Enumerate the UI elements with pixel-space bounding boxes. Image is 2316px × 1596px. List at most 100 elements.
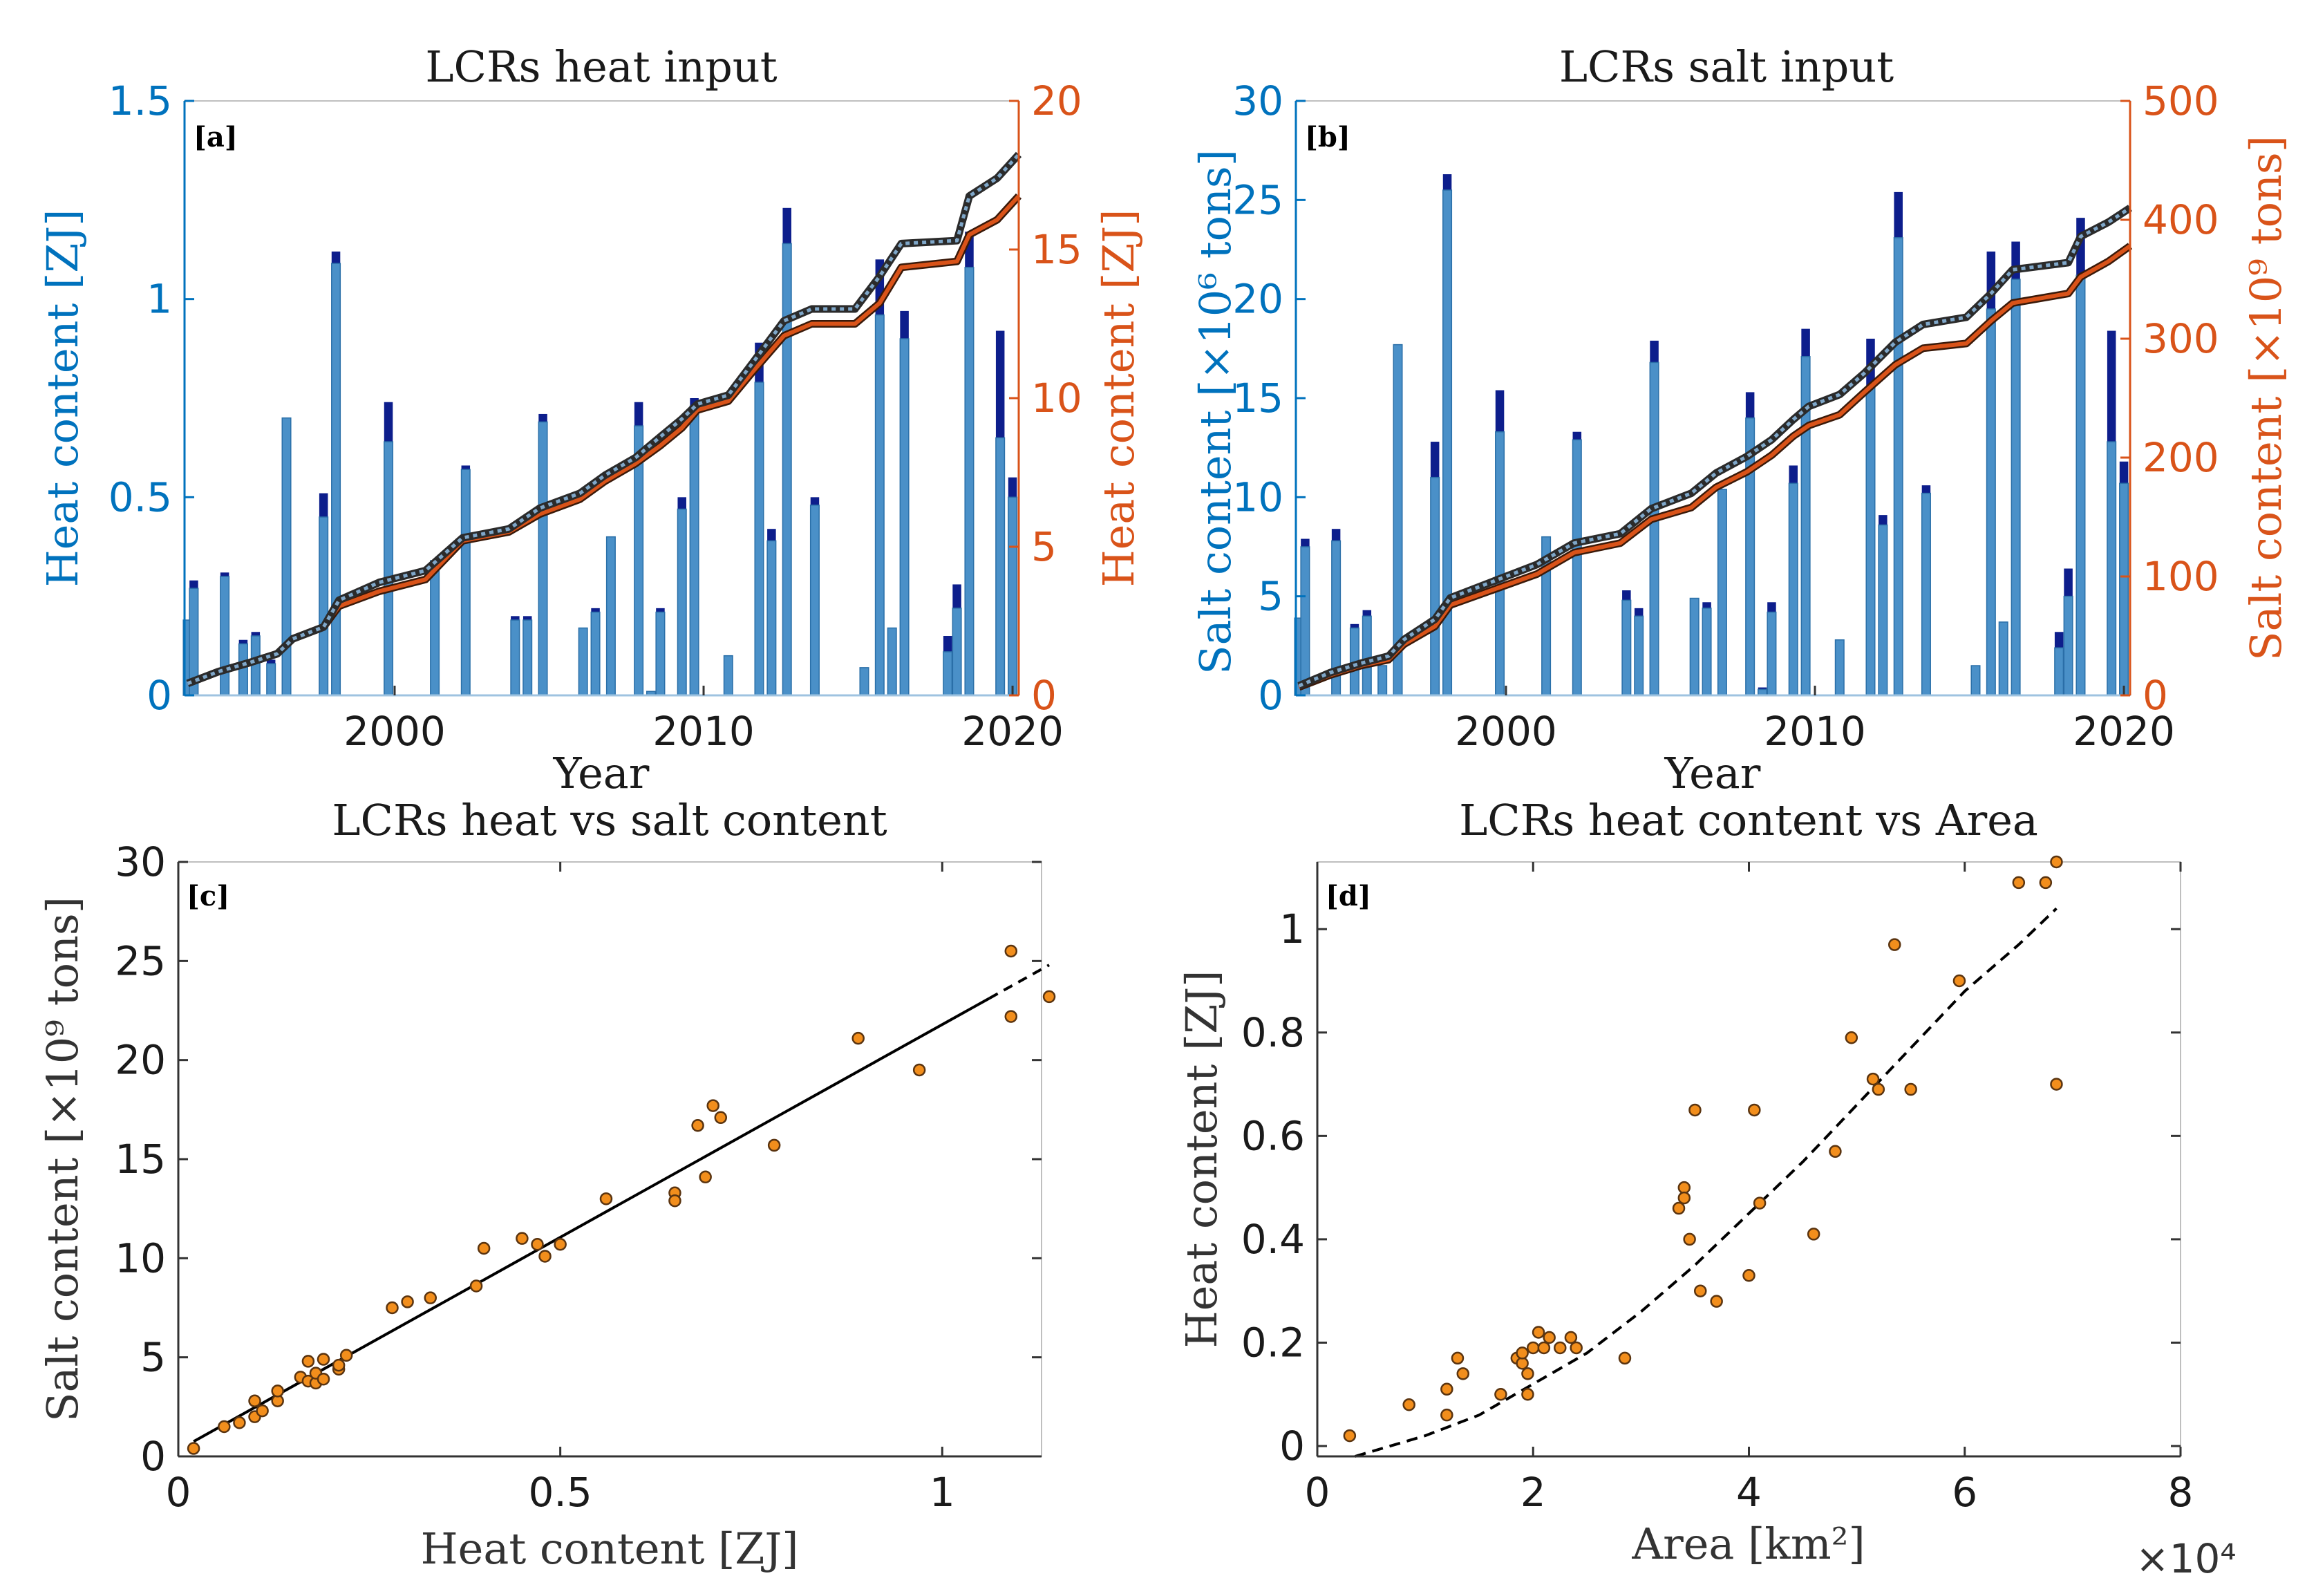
panel-d-fit-curve — [1355, 907, 2058, 1458]
bar-b-16-low — [1702, 608, 1712, 696]
y-tick-label-left-b-30: 30 — [1232, 77, 1283, 124]
point-d-4 — [1451, 1351, 1465, 1365]
bar-a-36-low — [1008, 496, 1018, 696]
panel-a-cumulative-lines — [186, 151, 1022, 687]
panel-b: 2000 2010 20200510152025300100200300400500… — [1190, 41, 2291, 798]
cumulative-b-low — [1298, 244, 2131, 689]
y-tick-label-right-a-10: 10 — [1031, 375, 1082, 422]
point-d-25 — [1693, 1284, 1707, 1297]
point-d-23 — [1683, 1232, 1696, 1246]
point-d-1 — [1402, 1398, 1415, 1411]
point-c-31 — [699, 1170, 712, 1184]
panel-d-ylabel: Heat content [ZJ] — [1176, 970, 1227, 1349]
y-tick-label-right-b-400: 400 — [2143, 196, 2219, 243]
bar-a-24-low — [754, 382, 764, 696]
panel-b-frame — [1295, 100, 2131, 696]
y-tick-label-right-a-5: 5 — [1031, 523, 1057, 570]
x-tick-label-c-0: 0 — [166, 1469, 191, 1516]
y-tick-label-right-b-100: 100 — [2143, 553, 2219, 600]
point-c-24 — [531, 1238, 544, 1251]
point-c-33 — [714, 1111, 728, 1125]
bar-a-12-low — [510, 619, 520, 696]
point-d-9 — [1516, 1346, 1529, 1360]
x-tick-label-d-4: 4 — [1736, 1469, 1762, 1516]
point-d-11 — [1521, 1367, 1534, 1380]
x-tick-label-d-2: 2 — [1521, 1469, 1546, 1516]
y-tick-label-right-a-0: 0 — [1031, 672, 1057, 719]
x-tick-label-d-6: 6 — [1952, 1469, 1977, 1516]
y-tick-label-c-15: 15 — [115, 1136, 166, 1183]
point-c-13 — [317, 1353, 330, 1366]
point-c-23 — [516, 1232, 529, 1245]
point-c-25 — [538, 1250, 552, 1263]
panel-a-frame — [184, 100, 1019, 696]
y-tick-label-left-a-1: 1 — [147, 276, 172, 323]
y-tick-label-left-a-0: 0 — [147, 672, 172, 719]
panel-c-ylabel: Salt content [×10⁹ tons] — [37, 896, 88, 1422]
panel-b-tag: [b] — [1305, 121, 1350, 153]
panel-d-frame — [1317, 861, 2181, 1457]
bar-b-25-low — [1878, 524, 1888, 696]
bar-a-14-low — [538, 421, 548, 696]
point-d-15 — [1543, 1331, 1556, 1344]
point-c-29 — [668, 1194, 681, 1208]
cumulative-a-low-outline — [186, 193, 1022, 687]
point-d-2 — [1440, 1408, 1453, 1422]
panel-c-fit-line — [193, 964, 1051, 1443]
y-tick-label-c-10: 10 — [115, 1234, 166, 1282]
bar-a-33-low — [952, 608, 962, 696]
panel-c-tag: [c] — [187, 880, 229, 912]
point-c-37 — [1004, 1010, 1018, 1023]
bar-b-15-low — [1689, 597, 1700, 696]
bar-a-9-low — [384, 441, 394, 696]
point-d-22 — [1677, 1191, 1691, 1205]
cumulative-a-high-outline — [186, 151, 1022, 687]
bar-b-17-low — [1717, 489, 1727, 696]
bar-a-6-low — [281, 417, 292, 696]
bar-b-12-low — [1621, 599, 1632, 696]
point-d-13 — [1532, 1326, 1545, 1339]
point-c-22 — [477, 1241, 491, 1255]
bar-a-16-low — [590, 611, 601, 696]
point-d-14 — [1537, 1341, 1551, 1355]
panel-d: 0 2 4 6 8 0 0.2 0.4 0.6 0.8 1 LCRs heat content vs… — [1176, 795, 2237, 1582]
bar-b-1-low — [1300, 546, 1310, 696]
x-tick-label-b-2000: 2000 — [1455, 708, 1557, 755]
panel-b-title: LCRs salt input — [1559, 41, 1894, 92]
panel-d-x-multiplier: ×10⁴ — [2136, 1535, 2237, 1582]
panel-d-title: LCRs heat content vs Area — [1459, 795, 2038, 845]
bar-a-26-low — [782, 243, 792, 696]
y-tick-label-left-b-15: 15 — [1232, 375, 1283, 422]
point-d-26 — [1710, 1295, 1723, 1308]
point-c-0 — [187, 1442, 200, 1455]
point-c-19 — [401, 1295, 414, 1308]
panel-d-xlabel: Area [km²] — [1631, 1519, 1865, 1569]
point-d-16 — [1554, 1341, 1567, 1355]
fit-curve-d — [1355, 907, 2058, 1458]
panel-b-ylabel-right: Salt content [×10⁹ tons] — [2241, 135, 2291, 661]
panel-b-cumulative-lines — [1297, 205, 2133, 691]
point-d-3 — [1440, 1382, 1453, 1396]
point-d-30 — [1807, 1228, 1820, 1241]
point-c-34 — [767, 1138, 781, 1152]
bar-a-34-low — [964, 267, 975, 696]
point-c-18 — [386, 1301, 399, 1315]
point-c-7 — [271, 1384, 284, 1398]
point-c-4 — [248, 1394, 261, 1407]
panel-b-xlabel: Year — [1664, 748, 1761, 798]
bar-a-3-low — [238, 643, 248, 696]
point-d-29 — [1753, 1196, 1767, 1210]
bar-a-27-low — [809, 505, 820, 696]
point-d-10 — [1521, 1388, 1534, 1401]
point-d-36 — [1904, 1082, 1917, 1096]
bar-b-9-low — [1495, 431, 1505, 696]
point-c-17 — [339, 1349, 353, 1362]
x-tick-label-b-2020: 2020 — [2073, 708, 2175, 755]
y-tick-label-right-b-0: 0 — [2143, 672, 2168, 719]
bar-a-5-low — [266, 663, 276, 696]
point-d-19 — [1618, 1351, 1632, 1365]
panel-b-bars — [1294, 174, 2129, 696]
